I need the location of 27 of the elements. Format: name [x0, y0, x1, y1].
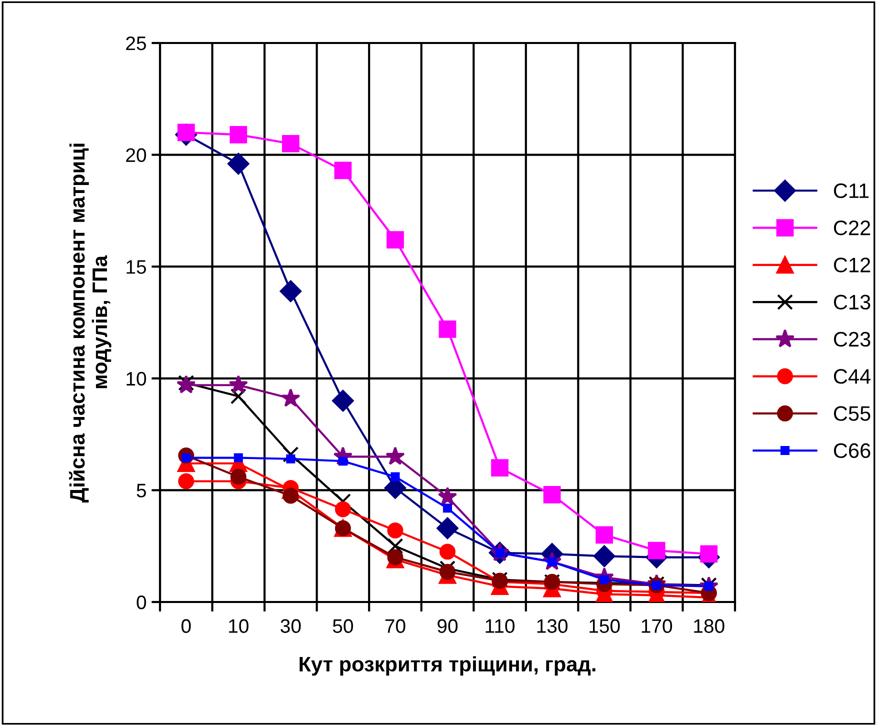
legend-label: C11 [834, 183, 869, 198]
x-tick-label: 170 [642, 619, 672, 633]
legend-label: C55 [834, 406, 870, 421]
x-tick-label: 30 [280, 619, 301, 633]
x-tick-label: 90 [438, 619, 458, 633]
x-tick-label: 180 [694, 619, 724, 633]
legend-label: C23 [834, 332, 870, 347]
y-tick-label: 25 [126, 36, 146, 50]
x-axis-title: Кут розкриття тріщини, град. [300, 656, 596, 676]
x-tick-label: 50 [332, 619, 354, 633]
x-tick-label: 110 [486, 619, 515, 633]
x-tick-label: 10 [229, 619, 248, 633]
x-tick-label: 150 [590, 619, 620, 633]
legend-label: C22 [834, 220, 870, 236]
y-tick-label: 15 [126, 260, 146, 274]
x-tick-label: 0 [181, 619, 191, 633]
y-tick-label: 20 [126, 148, 146, 162]
legend-label: C13 [834, 294, 870, 310]
y-tick-label: 0 [136, 595, 146, 610]
y-tick-label: 5 [136, 484, 146, 498]
legend-label: C66 [834, 443, 870, 458]
y-tick-label: 10 [126, 372, 146, 386]
x-tick-label: 70 [385, 619, 406, 633]
x-tick-label: 130 [537, 619, 568, 633]
legend-label: C12 [834, 258, 870, 272]
legend-label: C44 [834, 369, 871, 384]
y-axis-title: Дійсна частина компонент матриці модулів, ГПа [69, 144, 112, 502]
